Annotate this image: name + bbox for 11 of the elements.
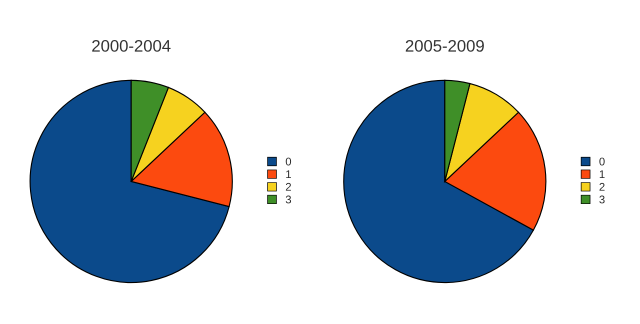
legend-label: 0 (286, 158, 292, 166)
chart-title: 2000-2004 (92, 40, 171, 52)
legend-label: 2 (599, 182, 605, 191)
legend-label: 3 (286, 196, 292, 204)
legend-label: 3 (599, 196, 605, 204)
legend-label: 2 (286, 182, 291, 191)
legend-label: 1 (600, 170, 605, 178)
pie-slice (30, 80, 230, 284)
legend-label: 1 (286, 170, 291, 178)
chart-title: 2005-2009 (406, 40, 484, 52)
legend-label: 0 (599, 158, 605, 166)
